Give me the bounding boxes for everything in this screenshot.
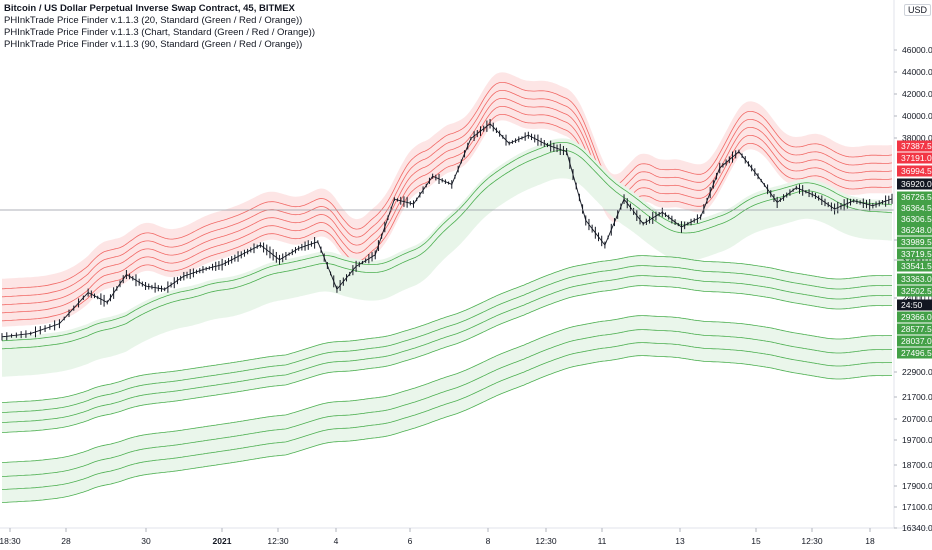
red-band-line — [1, 90, 893, 298]
x-tick-label: 18:30 — [0, 536, 21, 546]
price-badge — [897, 347, 932, 359]
price-badge-label: 37387.5 — [901, 141, 932, 151]
slowest-band-line — [1, 342, 893, 490]
x-tick-label: 8 — [486, 536, 491, 546]
price-badge-label: 33989.5 — [901, 237, 932, 247]
red-band-fill — [2, 72, 892, 327]
y-tick-label: 38000.0 — [902, 133, 932, 143]
price-badge — [897, 273, 932, 285]
price-badge-label: 36248.0 — [901, 225, 932, 235]
x-tick-label: 11 — [598, 536, 607, 546]
price-badges: 37387.5 37191.0 36994.5 36920.0 36726.536364… — [897, 140, 932, 359]
price-badge-label: 36364.5 — [901, 203, 932, 213]
y-tick-label: 17900.0 — [902, 481, 932, 491]
price-badge — [897, 213, 932, 225]
price-badge-label: 24:50 — [901, 300, 923, 310]
y-tick-label: 32000.0 — [902, 255, 932, 265]
price-badge — [897, 248, 932, 260]
red-band-line — [1, 98, 893, 306]
price-badge — [897, 285, 932, 297]
price-badge — [897, 335, 932, 347]
y-tick-label: 20700.0 — [902, 414, 932, 424]
x-tick-label: 6 — [408, 536, 413, 546]
price-badge — [897, 178, 932, 190]
price-badge — [897, 260, 932, 272]
time-axis[interactable]: 18:30 28 30 2021 12:30 4 6 8 12:30 11 13 15 12:30 18 — [0, 528, 875, 546]
price-badge — [897, 202, 932, 214]
x-tick-label: 13 — [675, 536, 685, 546]
x-tick-label: 18 — [865, 536, 875, 546]
price-badge-label: 28037.0 — [901, 336, 932, 346]
price-badge — [897, 224, 932, 236]
price-badge-label: 36920.0 — [901, 179, 932, 189]
price-badge-label: 37191.0 — [901, 153, 932, 163]
x-tick-label: 12:30 — [267, 536, 289, 546]
price-badge — [897, 152, 932, 164]
y-tick-label: 19700.0 — [902, 435, 932, 445]
indicator-bands — [1, 72, 893, 503]
green-band-line — [1, 142, 893, 342]
price-badge-label: 36306.5 — [901, 214, 932, 224]
legend-indicator-1[interactable]: PHInkTrade Price Finder v.1.1.3 (20, Sta… — [4, 15, 303, 26]
y-tick-label: 18700.0 — [902, 460, 932, 470]
legend-indicator-3[interactable]: PHInkTrade Price Finder v.1.1.3 (90, Sta… — [4, 39, 303, 50]
price-badge — [897, 140, 932, 152]
slow-band-line — [1, 265, 893, 413]
currency-button[interactable]: USD — [904, 4, 932, 16]
slowest-band-line — [1, 329, 893, 477]
price-badge-label: 32502.5 — [901, 286, 932, 296]
price-badge-label: 29366.0 — [901, 312, 932, 322]
green-band-line — [1, 150, 893, 350]
price-badge — [897, 311, 932, 323]
price-line — [1, 123, 893, 338]
y-tick-label: 46000.0 — [902, 45, 932, 55]
y-tick-label: 42000.0 — [902, 89, 932, 99]
price-badge — [897, 323, 932, 335]
y-tick-label: 40000.0 — [902, 111, 932, 121]
slow-band-line — [1, 285, 893, 433]
slowest-band-line — [1, 315, 893, 463]
price-series — [1, 119, 893, 341]
red-band-line — [1, 82, 893, 290]
y-tick-label: 17100.0 — [902, 502, 932, 512]
y-tick-label: 16340.0 — [902, 523, 932, 533]
y-tick-label: 44000.0 — [902, 67, 932, 77]
price-badge — [897, 165, 932, 177]
price-badge — [897, 299, 932, 311]
slowest-band-fill — [2, 315, 892, 503]
price-badge-label: 27496.5 — [901, 348, 932, 358]
x-tick-label: 4 — [334, 536, 339, 546]
x-tick-label: 12:30 — [535, 536, 557, 546]
y-tick-label: 22900.0 — [902, 367, 932, 377]
slowest-band-line — [1, 355, 893, 503]
x-tick-label: 12:30 — [801, 536, 823, 546]
slow-band-line — [1, 255, 893, 403]
price-badge-label: 33719.5 — [901, 249, 932, 259]
x-tick-label: 28 — [61, 536, 71, 546]
legend-indicator-2[interactable]: PHInkTrade Price Finder v.1.1.3 (Chart, … — [4, 27, 315, 38]
y-tick-label: 24000.0 — [902, 293, 932, 303]
price-badge-label: 36726.5 — [901, 192, 932, 202]
x-tick-label: 30 — [141, 536, 151, 546]
legend-symbol-title: Bitcoin / US Dollar Perpetual Inverse Sw… — [4, 3, 295, 14]
x-tick-label: 15 — [751, 536, 761, 546]
price-badge — [897, 236, 932, 248]
price-badge — [897, 191, 932, 203]
price-badge-label: 33363.0 — [901, 274, 932, 284]
price-badge-label: 33541.5 — [901, 261, 932, 271]
price-badge-label: 36994.5 — [901, 166, 932, 176]
slow-band-line — [1, 275, 893, 423]
slow-band-fill — [2, 255, 892, 433]
x-tick-label: 2021 — [213, 536, 232, 546]
price-badge-label: 28577.5 — [901, 324, 932, 334]
y-tick-label: 21700.0 — [902, 392, 932, 402]
green-band-fill — [2, 138, 892, 377]
price-axis[interactable]: 46000.044000.042000.040000.038000.034000… — [894, 45, 932, 533]
red-band-line — [1, 106, 893, 314]
chart-legend: Bitcoin / US Dollar Perpetual Inverse Sw… — [4, 3, 315, 51]
